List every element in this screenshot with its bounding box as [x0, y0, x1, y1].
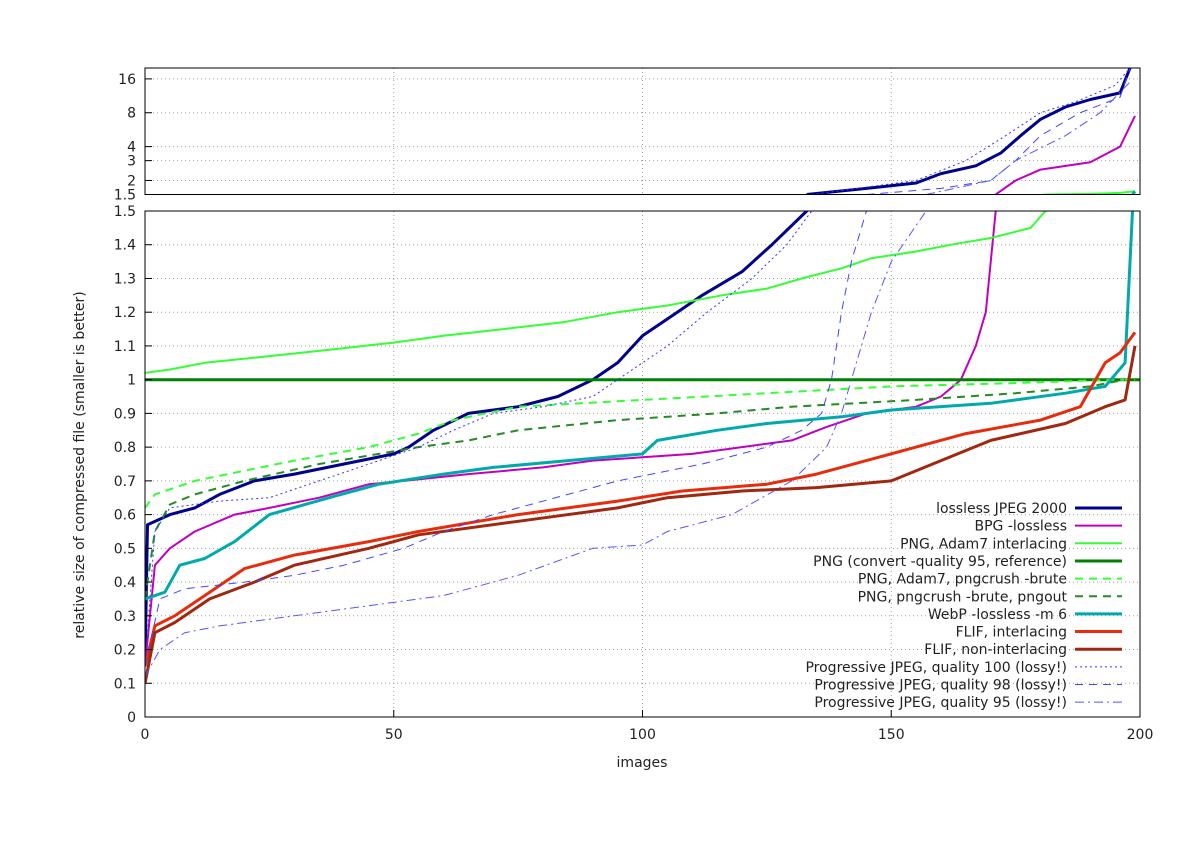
series-line-upper [866, 68, 1131, 195]
y-tick-label-upper: 8 [127, 106, 136, 122]
x-tick-label: 100 [629, 727, 656, 743]
x-tick-label: 150 [878, 727, 905, 743]
y-tick-label: 1.1 [114, 339, 136, 355]
series-line-upper [1036, 190, 1136, 195]
y-tick-label-upper: 3 [127, 154, 136, 170]
x-axis-label: images [617, 755, 668, 771]
legend-label: Progressive JPEG, quality 98 (lossy!) [814, 678, 1067, 694]
y-tick-label-upper: 16 [118, 72, 136, 88]
series-line [145, 211, 1135, 601]
x-tick-label: 0 [141, 727, 150, 743]
legend-label: Progressive JPEG, quality 95 (lossy!) [814, 695, 1067, 711]
series-line [145, 211, 809, 667]
legend-label: FLIF, interlacing [956, 625, 1067, 641]
legend-label: PNG, pngcrush -brute, pngout [858, 589, 1068, 605]
y-tick-label-upper: 4 [127, 140, 136, 156]
y-tick-label: 1.4 [114, 238, 136, 254]
axes: 0 0.1 0.2 0.3 0.4 0.5 0.6 0.7 0.8 0.9 1 1.1 1.2 1.3 1.… [114, 67, 1154, 743]
x-tick-label: 50 [385, 727, 403, 743]
y-tick-label: 0.7 [114, 474, 136, 490]
series-line [145, 211, 868, 667]
series-line [145, 211, 997, 667]
y-tick-label: 0.1 [114, 676, 136, 692]
y-tick-label: 0.3 [114, 609, 136, 625]
series-line [145, 378, 1126, 600]
y-tick-label: 1.3 [114, 271, 136, 287]
y-tick-label: 0.5 [114, 541, 136, 557]
y-tick-label: 0 [127, 710, 136, 726]
legend-label: BPG -lossless [974, 519, 1067, 535]
upper-panel-lines [806, 68, 1137, 195]
y-tick-label: 0.8 [114, 440, 136, 456]
legend-label: PNG, Adam7, pngcrush -brute [858, 572, 1067, 588]
upper-panel-frame [144, 67, 1141, 195]
series-line-upper [995, 115, 1136, 195]
series-line-upper [811, 68, 1131, 195]
x-tick-label: 200 [1127, 727, 1154, 743]
y-tick-label-upper: 2 [127, 173, 136, 189]
legend-label: Progressive JPEG, quality 100 (lossy!) [805, 660, 1067, 676]
legend-label: WebP -lossless -m 6 [928, 607, 1067, 623]
series-line [145, 345, 1137, 684]
series-line [145, 211, 1053, 374]
y-tick-label: 1 [127, 373, 136, 389]
legend-label: PNG, Adam7 interlacing [900, 536, 1067, 552]
series-line [145, 378, 1135, 509]
legend-label: PNG (convert -quality 95, reference) [813, 554, 1067, 570]
lower-panel-lines [145, 211, 1140, 684]
y-axis-label: relative size of compressed file (smalle… [72, 291, 88, 638]
y-tick-label-upper: 1.5 [114, 188, 136, 204]
y-tick-label: 1.5 [114, 204, 136, 220]
lower-panel-frame [144, 210, 1141, 718]
series-line-upper [1131, 190, 1137, 195]
y-tick-label: 1.2 [114, 305, 136, 321]
y-tick-label: 0.2 [114, 643, 136, 659]
legend-label: lossless JPEG 2000 [936, 501, 1067, 517]
y-tick-label: 0.4 [114, 575, 136, 591]
y-tick-label: 0.6 [114, 508, 136, 524]
series-line-upper [806, 68, 1132, 195]
legend-label: FLIF, non-interlacing [924, 642, 1067, 658]
y-tick-label: 0.9 [114, 406, 136, 422]
series-line [145, 211, 927, 677]
